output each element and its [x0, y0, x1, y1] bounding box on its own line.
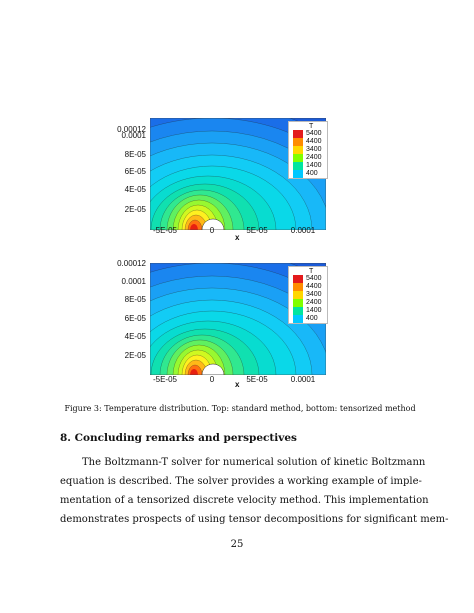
legend-level: 3400 — [306, 291, 322, 298]
legend-level: 4400 — [306, 138, 322, 145]
legend-swatch — [293, 130, 303, 138]
legend-level: 4400 — [306, 283, 322, 290]
contour-plot-top — [150, 118, 326, 230]
y-tick-label: 4E-05 — [124, 332, 146, 341]
y-tick-label: 0.0001 — [121, 131, 146, 140]
legend-level: 1400 — [306, 307, 322, 314]
legend-title: T — [309, 123, 314, 130]
paragraph-line: mentation of a tensorized discrete veloc… — [60, 495, 429, 506]
page-number: 25 — [230, 539, 244, 550]
paragraph-line: The Boltzmann-T solver for numerical sol… — [82, 457, 426, 468]
temperature-contour-svg — [150, 263, 326, 375]
x-axis-label: x — [235, 380, 240, 389]
legend-level: 400 — [306, 170, 318, 177]
legend-swatch — [293, 154, 303, 162]
temperature-contour-svg — [150, 118, 326, 230]
legend-level: 2400 — [306, 154, 322, 161]
x-tick-label: 0 — [209, 226, 215, 235]
legend-level: 5400 — [306, 275, 322, 282]
legend-title: T — [309, 268, 314, 275]
legend-level: 1400 — [306, 162, 322, 169]
legend-swatch — [293, 146, 303, 154]
contour-plot-bottom — [150, 263, 326, 375]
y-tick-label: 0.00012 — [117, 259, 146, 268]
x-tick-label: -5E-05 — [152, 375, 177, 384]
x-tick-label: 5E-05 — [246, 226, 268, 235]
legend-swatch — [293, 299, 303, 307]
figure-caption: Figure 3: Temperature distribution. Top:… — [64, 404, 416, 413]
y-tick-label: 8E-05 — [124, 295, 146, 304]
x-axis-label: x — [235, 233, 240, 242]
y-tick-label: 8E-05 — [124, 150, 146, 159]
legend-bottom: T 5400 4400 3400 2400 1400 400 — [288, 266, 328, 324]
x-tick-label: 0 — [209, 375, 215, 384]
legend-top: T 5400 4400 3400 2400 1400 400 — [288, 121, 328, 179]
legend-swatch — [293, 307, 303, 315]
section-heading: 8. Concluding remarks and perspectives — [60, 432, 297, 444]
legend-swatch — [293, 138, 303, 146]
legend-swatch — [293, 162, 303, 170]
legend-swatch — [293, 291, 303, 299]
y-tick-label: 6E-05 — [124, 314, 146, 323]
paragraph-line: equation is described. The solver provid… — [60, 476, 422, 487]
legend-level: 2400 — [306, 299, 322, 306]
y-tick-label: 4E-05 — [124, 185, 146, 194]
x-tick-label: 0.0001 — [290, 375, 316, 384]
y-tick-label: 2E-05 — [124, 205, 146, 214]
x-tick-label: 0.0001 — [290, 226, 316, 235]
y-tick-label: 0.00012 — [117, 125, 146, 134]
y-tick-label: 0.0001 — [121, 277, 146, 286]
legend-level: 400 — [306, 315, 318, 322]
paragraph-line: demonstrates prospects of using tensor d… — [60, 514, 449, 525]
legend-level: 3400 — [306, 146, 322, 153]
legend-swatch — [293, 170, 303, 178]
x-tick-label: -5E-05 — [152, 226, 177, 235]
legend-swatch — [293, 283, 303, 291]
legend-swatch — [293, 275, 303, 283]
y-tick-label: 6E-05 — [124, 167, 146, 176]
x-tick-label: 5E-05 — [246, 375, 268, 384]
y-tick-label: 2E-05 — [124, 351, 146, 360]
legend-swatch — [293, 315, 303, 323]
legend-level: 5400 — [306, 130, 322, 137]
